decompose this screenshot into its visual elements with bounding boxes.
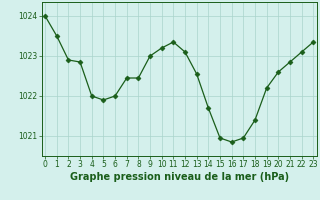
X-axis label: Graphe pression niveau de la mer (hPa): Graphe pression niveau de la mer (hPa) xyxy=(70,172,289,182)
